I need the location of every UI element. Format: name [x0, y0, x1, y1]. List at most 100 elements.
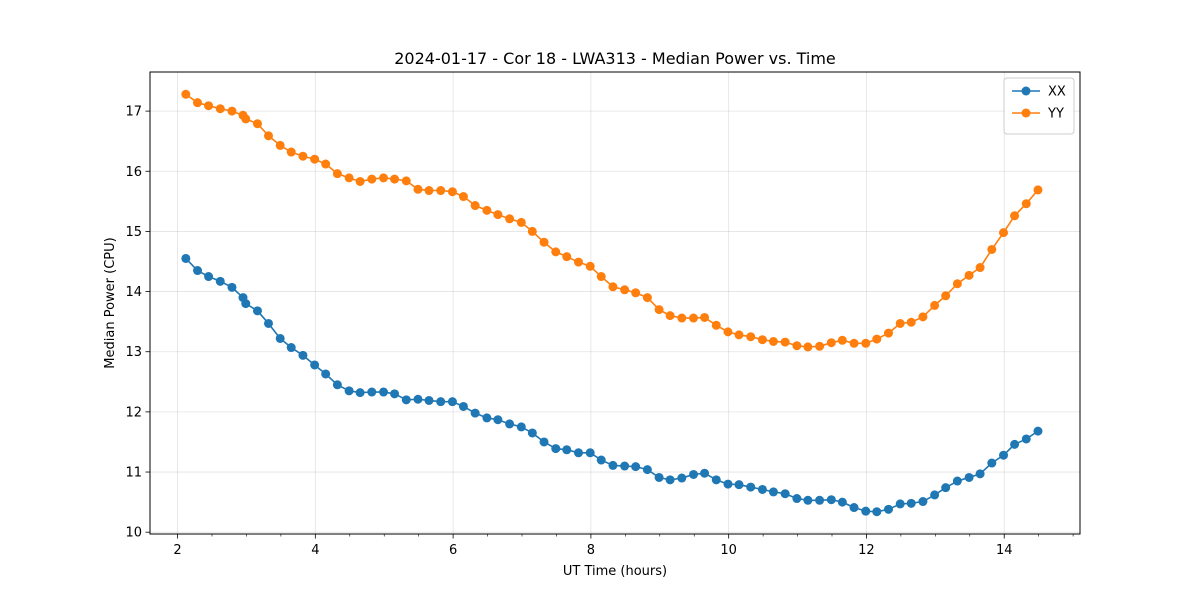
data-point-yy [952, 279, 962, 289]
data-point-yy [849, 338, 859, 348]
data-point-yy [768, 337, 778, 346]
legend-frame [1003, 77, 1075, 135]
data-point-yy [390, 174, 400, 184]
grid-lines [150, 72, 1080, 534]
data-point-xx [551, 444, 561, 454]
data-point-xx [193, 266, 203, 276]
data-point-xx [700, 468, 710, 478]
legend-marker [1021, 108, 1031, 118]
data-point-yy [252, 119, 262, 129]
data-point-xx [1033, 426, 1043, 436]
data-point-xx [654, 472, 664, 482]
data-point-xx [734, 480, 744, 490]
data-point-yy [379, 173, 389, 183]
data-point-xx [941, 483, 951, 493]
data-point-yy [987, 244, 997, 254]
data-point-yy [837, 335, 847, 345]
data-point-yy [516, 217, 526, 227]
data-point-xx [883, 504, 893, 514]
data-point-xx [379, 387, 389, 397]
legend: XX YY [1003, 77, 1075, 135]
data-point-yy [596, 272, 606, 282]
data-point-xx [849, 503, 859, 513]
x-tick-label: 4 [311, 543, 319, 558]
y-tick-label: 16 [125, 165, 142, 180]
data-point-xx [631, 462, 641, 472]
data-point-yy [906, 317, 916, 327]
data-point-yy [436, 186, 446, 196]
data-point-yy [620, 285, 630, 295]
data-point-xx [930, 490, 940, 500]
data-point-yy [424, 186, 434, 196]
data-point-yy [930, 300, 940, 310]
y-tick-label: 14 [125, 285, 142, 300]
data-point-yy [826, 338, 836, 348]
data-point-yy [723, 327, 733, 337]
data-point-xx [482, 413, 492, 423]
data-point-yy [792, 341, 802, 351]
data-point-yy [493, 210, 503, 220]
data-point-yy [193, 98, 203, 108]
data-point-xx [861, 506, 871, 516]
data-point-yy [215, 104, 225, 114]
data-point-xx [975, 469, 985, 479]
data-point-yy [872, 334, 882, 344]
y-tick-label: 11 [125, 466, 142, 481]
data-point-xx [964, 472, 974, 482]
data-point-xx [620, 461, 630, 471]
data-point-xx [401, 395, 411, 405]
data-point-xx [493, 415, 503, 425]
data-point-xx [344, 386, 354, 396]
data-point-xx [298, 350, 308, 360]
legend-label: XX [1048, 85, 1066, 100]
data-point-xx [310, 360, 320, 370]
data-point-xx [677, 473, 687, 483]
data-point-xx [470, 408, 480, 418]
data-point-yy [275, 140, 285, 150]
data-point-xx [906, 498, 916, 508]
data-point-yy [355, 176, 365, 186]
data-point-yy [241, 114, 251, 124]
data-point-yy [1010, 211, 1020, 221]
data-point-yy [815, 341, 825, 351]
legend-entry-xx: XX [1012, 85, 1066, 100]
data-point-xx [826, 495, 836, 505]
plot-series [181, 89, 1043, 517]
data-point-yy [780, 337, 790, 347]
x-tick-label: 8 [587, 543, 595, 558]
y-tick-label: 12 [125, 405, 142, 420]
data-point-xx [516, 422, 526, 432]
data-point-xx [573, 448, 583, 458]
data-point-xx [562, 445, 572, 455]
data-point-yy [367, 174, 377, 184]
data-point-yy [401, 176, 411, 186]
legend-entry-yy: YY [1012, 107, 1064, 122]
data-point-yy [344, 173, 354, 183]
series-xx [181, 253, 1043, 517]
y-tick-label: 17 [125, 105, 142, 120]
data-point-xx [539, 437, 549, 447]
data-point-xx [215, 276, 225, 286]
data-point-xx [321, 369, 331, 379]
data-point-yy [447, 187, 457, 197]
data-point-xx [505, 419, 515, 429]
data-point-xx [263, 318, 273, 328]
data-point-xx [286, 343, 296, 353]
data-point-yy [573, 257, 583, 267]
data-point-yy [734, 330, 744, 340]
data-point-xx [204, 272, 214, 282]
data-point-yy [562, 252, 572, 262]
data-point-xx [390, 389, 400, 399]
x-tick-label: 14 [996, 543, 1013, 558]
data-point-xx [447, 397, 457, 407]
data-point-yy [332, 169, 342, 179]
data-point-xx [757, 484, 767, 494]
data-point-xx [608, 460, 618, 470]
legend-marker [1021, 86, 1031, 96]
data-point-xx [181, 253, 191, 263]
data-point-yy [918, 312, 928, 322]
y-tick-label: 15 [125, 225, 142, 240]
data-point-xx [746, 482, 756, 492]
data-point-yy [861, 338, 871, 348]
data-point-yy [298, 151, 308, 161]
